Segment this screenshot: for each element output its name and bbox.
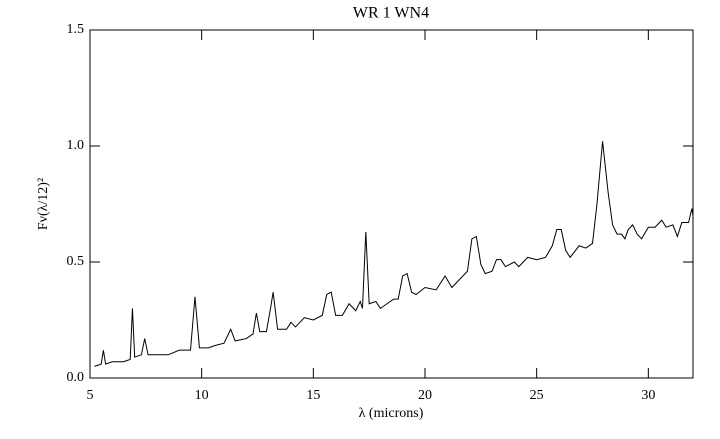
y-tick-label: 1.0 — [67, 138, 85, 153]
chart-title: WR 1 WN4 — [353, 5, 429, 22]
plot-frame — [89, 29, 694, 379]
y-tick-label: 0.5 — [67, 254, 85, 269]
x-axis-label: λ (microns) — [359, 406, 424, 421]
y-tick-label: 0.0 — [67, 370, 85, 385]
x-tick-label: 5 — [87, 388, 94, 403]
x-tick-label: 25 — [530, 388, 544, 403]
y-axis-label: Fν(λ/12)² — [36, 178, 51, 230]
spectrum-line — [94, 141, 694, 367]
x-tick-label: 30 — [641, 388, 655, 403]
x-tick-label: 20 — [418, 388, 432, 403]
y-tick-label: 1.5 — [67, 22, 85, 37]
x-tick-label: 10 — [195, 388, 209, 403]
x-tick-label: 15 — [306, 388, 320, 403]
